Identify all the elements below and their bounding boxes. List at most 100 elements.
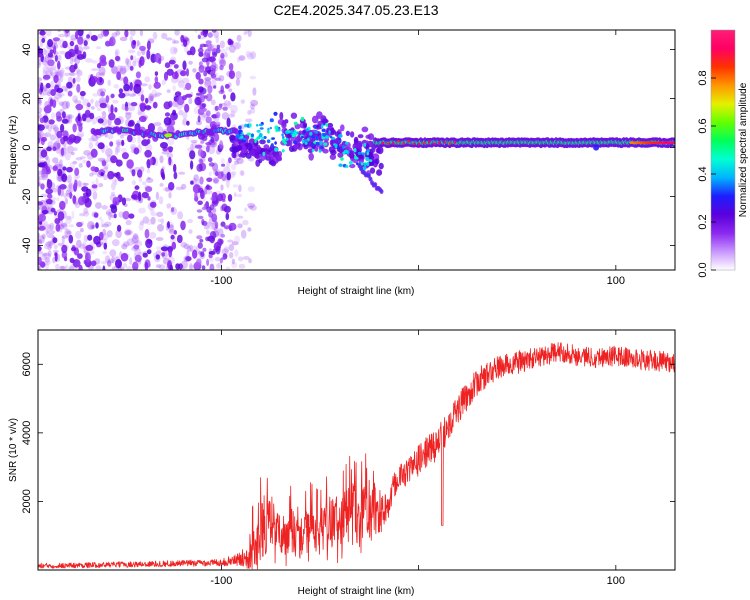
spectrogram-cell (167, 137, 175, 146)
spectrogram-cell (171, 207, 175, 213)
spectrogram-cell (59, 50, 66, 55)
spectrogram-cell (124, 229, 132, 236)
spectrogram-cell (121, 139, 125, 147)
spectrogram-cell (90, 35, 98, 42)
spectrogram-cell (215, 35, 219, 44)
spectrogram-cell (103, 242, 108, 250)
spectrogram-cell (323, 142, 328, 146)
spectrogram-cell (453, 141, 457, 144)
spectrogram-cell (61, 236, 65, 244)
spectrogram-cell (367, 133, 375, 141)
colorbar-label: Normalized spectral amplitude (738, 82, 749, 217)
spectrogram-cell (97, 142, 105, 150)
spectrogram-cell (238, 256, 244, 262)
spectrogram-cell (202, 145, 207, 150)
spectrogram-cell (178, 109, 184, 116)
spectrogram-cell (149, 209, 155, 214)
spectrogram-cell (245, 50, 252, 58)
spectrogram-cell (209, 263, 215, 270)
spectrogram-cell (185, 256, 192, 262)
spectrogram-cell (47, 224, 54, 231)
spectrogram-cell (308, 152, 315, 161)
spectrogram-cell (70, 34, 77, 41)
spectrogram-cell (193, 174, 199, 182)
spectrogram-cell (92, 191, 98, 200)
spectrogram-cell (106, 230, 113, 238)
spectrogram-cell (128, 213, 135, 219)
spectrogram-cell (197, 48, 204, 53)
spectrogram-cell (115, 30, 121, 36)
spectrogram-cell (45, 198, 53, 205)
spectrogram-cell (259, 139, 266, 145)
spectrogram-cell (230, 110, 236, 117)
spectrogram-cell (105, 255, 110, 264)
spectrogram-cell (114, 50, 119, 57)
spectrogram-cell (116, 65, 124, 73)
spectrogram-cell (138, 207, 146, 214)
spectrogram-cell (170, 234, 175, 240)
spectrogram-cell (68, 180, 73, 186)
spectrogram-cell (279, 112, 284, 120)
spectrogram-cell (39, 117, 45, 124)
spectrogram-cell (201, 206, 208, 211)
spectrogram-cell (349, 150, 355, 158)
spectrogram-cell (282, 135, 285, 140)
spectrogram-cell (66, 145, 75, 154)
spectrogram-cell (53, 211, 58, 216)
spectrogram-cell (64, 72, 70, 77)
spectrogram-cell (248, 123, 252, 128)
spectrogram-cell (671, 141, 675, 144)
spectrogram-cell (194, 192, 198, 199)
spectrogram-heat-layer (38, 30, 675, 270)
spectrogram-cell (233, 42, 240, 50)
spectrogram-cell (101, 110, 106, 116)
spectrogram-cell (69, 38, 77, 42)
spectrogram-cell (208, 162, 215, 167)
spectrogram-cell (376, 169, 383, 176)
spectrogram-cell (123, 83, 130, 92)
spectrogram-cell (297, 136, 303, 142)
spectrogram-cell (250, 149, 255, 156)
spectrogram-cell (171, 38, 176, 45)
spectrogram-cell (69, 40, 75, 47)
snr-x-tick-label: 100 (607, 575, 625, 587)
spectrogram-cell (214, 105, 219, 111)
spectrogram-cell (52, 237, 58, 244)
spectrogram-cell (100, 218, 104, 228)
spectrogram-cell (45, 229, 49, 236)
spectrogram-cell (49, 66, 53, 76)
spectrogram-cell (362, 166, 367, 171)
spectrogram-cell (67, 114, 75, 119)
spectrogram-cell (214, 221, 219, 229)
spectrogram-cell (124, 106, 129, 112)
spectrogram-cell (185, 93, 193, 98)
spectrogram-cell (240, 229, 247, 239)
spectrogram-cell (311, 143, 315, 147)
spectrogram-cell (375, 147, 381, 154)
spectrogram-cell (161, 150, 170, 155)
spectrogram-cell (76, 69, 83, 77)
spectrogram-cell (68, 113, 73, 119)
spectrogram-cell (130, 55, 134, 61)
spectrogram-cell (172, 85, 176, 92)
spectrogram-cell (187, 219, 193, 224)
spectrogram-cell (46, 146, 52, 152)
spectrogram-cell (61, 100, 69, 110)
spectrogram-cell (63, 145, 67, 150)
spectrogram-cell (69, 57, 74, 65)
spectrogram-cell (197, 148, 204, 157)
spectrogram-cell (207, 157, 213, 163)
spectrogram-cell (192, 249, 198, 259)
spectrogram-cell (201, 220, 208, 226)
spectrogram-cell (75, 103, 84, 111)
spectrogram-cell (75, 230, 82, 239)
spectrogram-cell (180, 183, 187, 190)
colorbar-tick-label: 0.4 (697, 166, 709, 181)
spectrogram-cell (132, 40, 137, 46)
spectrogram-cell (353, 136, 359, 144)
spectrogram-cell (45, 30, 52, 37)
spectrogram-cell (90, 260, 97, 267)
spectrogram-cell (44, 173, 48, 179)
spectrogram-cell (281, 133, 284, 137)
spectrogram-cell (210, 73, 217, 79)
